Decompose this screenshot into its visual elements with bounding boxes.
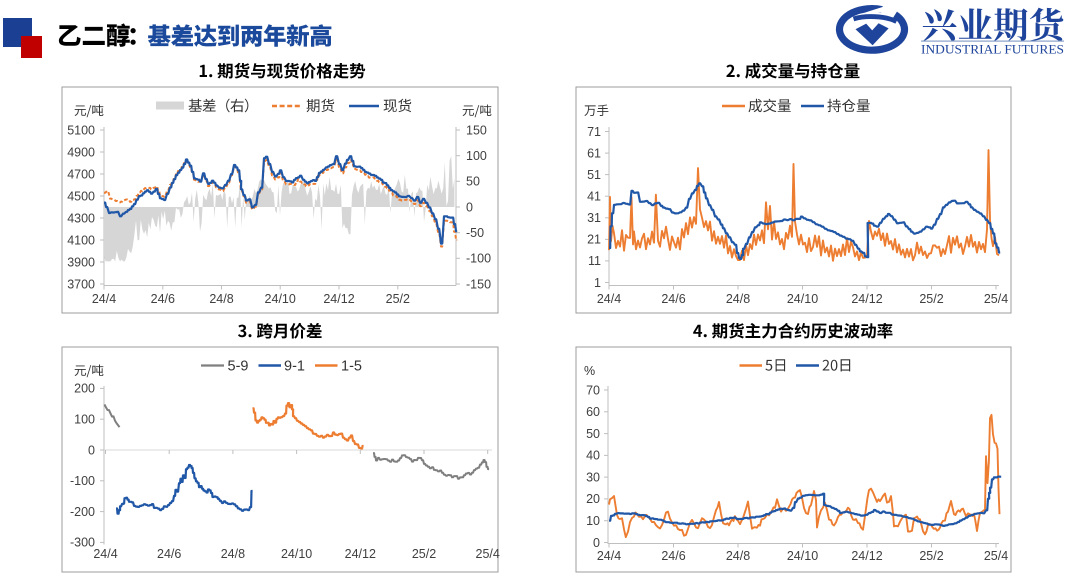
svg-text:1-5: 1-5 bbox=[341, 359, 362, 375]
svg-text:24/10: 24/10 bbox=[281, 547, 312, 561]
svg-text:4700: 4700 bbox=[67, 167, 95, 181]
svg-text:21: 21 bbox=[587, 233, 601, 247]
svg-text:60: 60 bbox=[586, 405, 600, 419]
svg-text:40: 40 bbox=[586, 449, 600, 463]
svg-text:5-9: 5-9 bbox=[228, 359, 249, 375]
svg-text:%: % bbox=[584, 364, 595, 378]
svg-text:61: 61 bbox=[587, 146, 601, 160]
svg-text:24/12: 24/12 bbox=[345, 547, 376, 561]
svg-text:24/8: 24/8 bbox=[209, 292, 233, 306]
svg-text:24/6: 24/6 bbox=[157, 547, 181, 561]
svg-text:-150: -150 bbox=[466, 277, 491, 291]
svg-text:10: 10 bbox=[586, 514, 600, 528]
svg-text:24/12: 24/12 bbox=[851, 292, 882, 306]
svg-text:0: 0 bbox=[466, 200, 473, 214]
svg-text:24/6: 24/6 bbox=[661, 549, 685, 563]
svg-text:25/4: 25/4 bbox=[476, 547, 500, 561]
svg-text:51: 51 bbox=[587, 168, 601, 182]
svg-text:100: 100 bbox=[74, 413, 95, 427]
svg-text:3700: 3700 bbox=[67, 277, 95, 291]
svg-text:41: 41 bbox=[587, 190, 601, 204]
svg-text:100: 100 bbox=[466, 149, 487, 163]
svg-text:-200: -200 bbox=[70, 505, 95, 519]
svg-text:24/6: 24/6 bbox=[151, 292, 175, 306]
svg-text:11: 11 bbox=[588, 254, 601, 268]
svg-text:9-1: 9-1 bbox=[284, 359, 305, 375]
svg-text:24/4: 24/4 bbox=[597, 549, 621, 563]
svg-text:-100: -100 bbox=[70, 474, 95, 488]
svg-text:150: 150 bbox=[466, 123, 487, 137]
svg-text:25/2: 25/2 bbox=[412, 547, 436, 561]
svg-text:24/8: 24/8 bbox=[221, 547, 245, 561]
svg-text:24/8: 24/8 bbox=[726, 292, 750, 306]
svg-text:24/6: 24/6 bbox=[661, 292, 685, 306]
svg-text:24/4: 24/4 bbox=[93, 547, 117, 561]
svg-text:0: 0 bbox=[88, 443, 95, 457]
svg-text:-300: -300 bbox=[70, 536, 95, 550]
svg-text:-50: -50 bbox=[466, 226, 484, 240]
svg-text:INDUSTRIAL FUTURES: INDUSTRIAL FUTURES bbox=[921, 42, 1064, 57]
svg-text:4300: 4300 bbox=[67, 211, 95, 225]
svg-text:20: 20 bbox=[586, 492, 600, 506]
svg-text:24/4: 24/4 bbox=[597, 292, 621, 306]
svg-text:3900: 3900 bbox=[67, 255, 95, 269]
svg-text:25/4: 25/4 bbox=[984, 292, 1008, 306]
svg-text:25/2: 25/2 bbox=[386, 292, 410, 306]
svg-text:5100: 5100 bbox=[67, 123, 95, 137]
svg-text:4900: 4900 bbox=[67, 145, 95, 159]
svg-text:200: 200 bbox=[74, 382, 95, 396]
svg-text:31: 31 bbox=[587, 211, 601, 225]
svg-text:4500: 4500 bbox=[67, 189, 95, 203]
svg-text:24/8: 24/8 bbox=[726, 549, 750, 563]
svg-text:70: 70 bbox=[586, 383, 600, 397]
svg-text:24/4: 24/4 bbox=[92, 292, 116, 306]
svg-text:0: 0 bbox=[593, 536, 600, 550]
svg-text:-100: -100 bbox=[466, 252, 491, 266]
svg-text:24/10: 24/10 bbox=[787, 549, 818, 563]
svg-text:25/2: 25/2 bbox=[919, 292, 943, 306]
svg-text:25/2: 25/2 bbox=[919, 549, 943, 563]
svg-text:50: 50 bbox=[586, 427, 600, 441]
svg-text:50: 50 bbox=[466, 175, 480, 189]
svg-text:30: 30 bbox=[586, 470, 600, 484]
svg-text:71: 71 bbox=[587, 125, 601, 139]
svg-text:25/4: 25/4 bbox=[984, 549, 1008, 563]
svg-text:1: 1 bbox=[594, 276, 601, 290]
svg-text:24/10: 24/10 bbox=[787, 292, 818, 306]
svg-text:4100: 4100 bbox=[67, 233, 95, 247]
svg-text:24/12: 24/12 bbox=[851, 549, 882, 563]
svg-text:24/12: 24/12 bbox=[323, 292, 354, 306]
svg-text:24/10: 24/10 bbox=[265, 292, 296, 306]
